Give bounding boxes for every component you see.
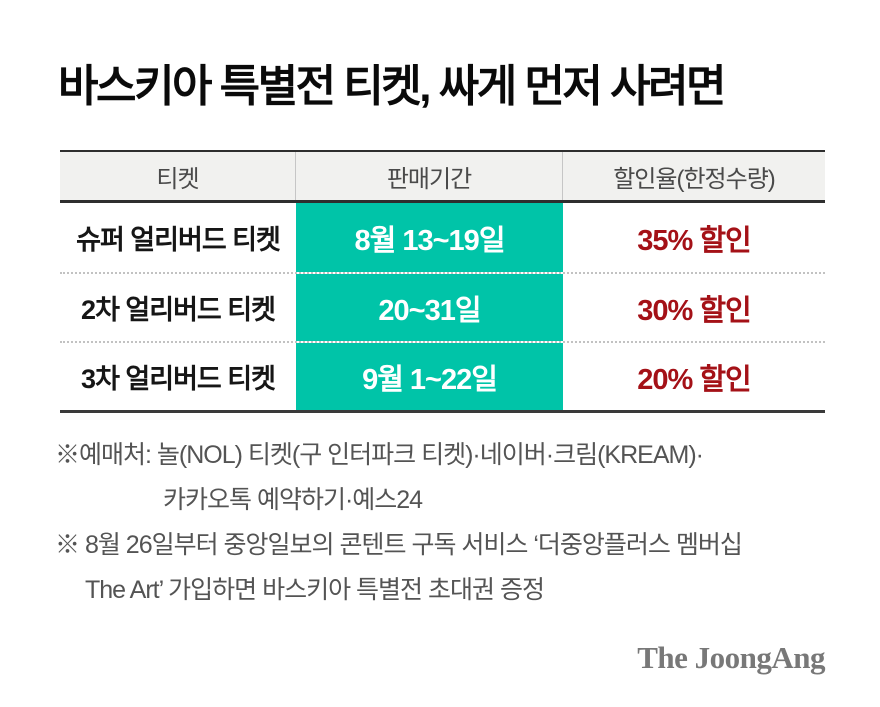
table-row: 2차 얼리버드 티켓 20~31일 30% 할인: [60, 272, 825, 341]
page-title: 바스키아 특별전 티켓, 싸게 먼저 사려면: [58, 62, 727, 111]
footnote-membership-line2: The Art’ 가입하면 바스키아 특별전 초대권 증정: [85, 576, 545, 604]
table-row: 슈퍼 얼리버드 티켓 8월 13~19일 35% 할인: [60, 203, 825, 272]
footnotes: ※예매처: 놀(NOL) 티켓(구 인터파크 티켓)·네이버·크림(KREAM)…: [55, 433, 845, 613]
footnote-vendors-line2: 카카오톡 예약하기·예스24: [163, 486, 423, 514]
sale-period-cell: 8월 13~19일: [296, 203, 563, 272]
discount-cell: 30% 할인: [637, 294, 751, 327]
footnote-membership-line1: ※ 8월 26일부터 중앙일보의 콘텐트 구독 서비스 ‘더중앙플러스 멤버십: [55, 531, 743, 559]
sale-period-cell: 9월 1~22일: [296, 343, 563, 410]
table-row: 3차 얼리버드 티켓 9월 1~22일 20% 할인: [60, 341, 825, 410]
table-header-row: 티켓 판매기간 할인율(한정수량): [60, 150, 825, 203]
column-header-ticket: 티켓: [60, 152, 296, 200]
ticket-name-cell: 슈퍼 얼리버드 티켓: [76, 225, 281, 255]
discount-cell: 35% 할인: [637, 224, 751, 257]
ticket-name-cell: 2차 얼리버드 티켓: [81, 295, 276, 325]
sale-period-cell: 20~31일: [296, 274, 563, 341]
ticket-name-cell: 3차 얼리버드 티켓: [81, 364, 276, 394]
column-header-sale-period: 판매기간: [296, 152, 563, 200]
footnote-vendors-line1: ※예매처: 놀(NOL) 티켓(구 인터파크 티켓)·네이버·크림(KREAM)…: [55, 441, 704, 469]
joongang-logo: The JoongAng: [637, 640, 825, 675]
discount-cell: 20% 할인: [637, 363, 751, 396]
ticket-price-table: 티켓 판매기간 할인율(한정수량) 슈퍼 얼리버드 티켓 8월 13~19일 3…: [60, 150, 825, 413]
column-header-discount-rate: 할인율(한정수량): [613, 165, 776, 193]
